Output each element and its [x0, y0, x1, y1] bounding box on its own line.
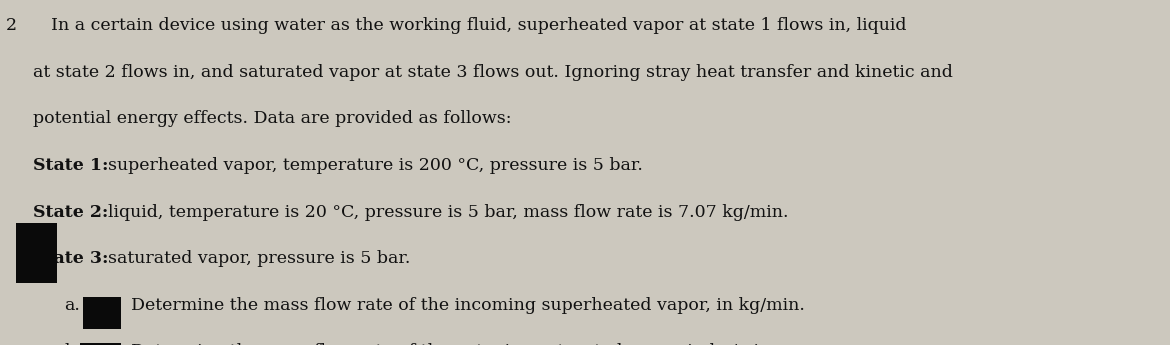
Text: liquid, temperature is 20 °C, pressure is 5 bar, mass flow rate is 7.07 kg/min.: liquid, temperature is 20 °C, pressure i…: [108, 204, 789, 220]
Text: potential energy effects. Data are provided as follows:: potential energy effects. Data are provi…: [33, 110, 511, 127]
Text: b.: b.: [64, 343, 81, 345]
Text: 2: 2: [6, 17, 18, 34]
Bar: [16, 223, 57, 283]
Text: at state 2 flows in, and saturated vapor at state 3 flows out. Ignoring stray he: at state 2 flows in, and saturated vapor…: [33, 64, 952, 81]
Text: saturated vapor, pressure is 5 bar.: saturated vapor, pressure is 5 bar.: [108, 250, 410, 267]
Text: a.: a.: [64, 297, 81, 314]
Text: In a certain device using water as the working fluid, superheated vapor at state: In a certain device using water as the w…: [51, 17, 907, 34]
Text: State 2:: State 2:: [33, 204, 115, 220]
Text: superheated vapor, temperature is 200 °C, pressure is 5 bar.: superheated vapor, temperature is 200 °C…: [108, 157, 642, 174]
Text: Determine the mass flow rate of the incoming superheated vapor, in kg/min.: Determine the mass flow rate of the inco…: [131, 297, 805, 314]
Text: State 3:: State 3:: [33, 250, 115, 267]
Bar: [80, 343, 121, 345]
Text: Determine the mass flow rate of the outgoing saturated vapor, in kg/min.: Determine the mass flow rate of the outg…: [131, 343, 776, 345]
Bar: [83, 297, 121, 329]
Text: State 1:: State 1:: [33, 157, 115, 174]
